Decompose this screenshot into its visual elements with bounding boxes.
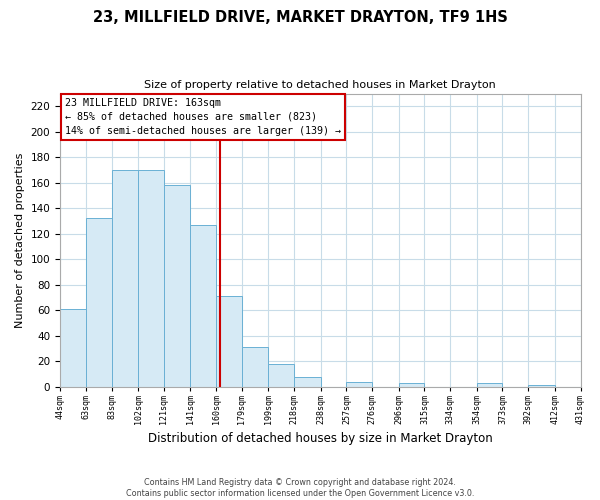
Y-axis label: Number of detached properties: Number of detached properties <box>15 152 25 328</box>
Bar <box>346 382 372 386</box>
Bar <box>477 383 502 386</box>
Title: Size of property relative to detached houses in Market Drayton: Size of property relative to detached ho… <box>145 80 496 90</box>
Bar <box>86 218 112 386</box>
Text: 23, MILLFIELD DRIVE, MARKET DRAYTON, TF9 1HS: 23, MILLFIELD DRIVE, MARKET DRAYTON, TF9… <box>92 10 508 25</box>
Bar <box>190 225 216 386</box>
Bar <box>242 347 268 387</box>
Bar <box>216 296 242 386</box>
X-axis label: Distribution of detached houses by size in Market Drayton: Distribution of detached houses by size … <box>148 432 493 445</box>
Text: Contains HM Land Registry data © Crown copyright and database right 2024.
Contai: Contains HM Land Registry data © Crown c… <box>126 478 474 498</box>
Bar <box>294 376 321 386</box>
Bar <box>60 309 86 386</box>
Bar <box>138 170 164 386</box>
Text: 23 MILLFIELD DRIVE: 163sqm
← 85% of detached houses are smaller (823)
14% of sem: 23 MILLFIELD DRIVE: 163sqm ← 85% of deta… <box>65 98 341 136</box>
Bar <box>164 186 190 386</box>
Bar <box>268 364 294 386</box>
Bar <box>112 170 138 386</box>
Bar <box>399 383 424 386</box>
